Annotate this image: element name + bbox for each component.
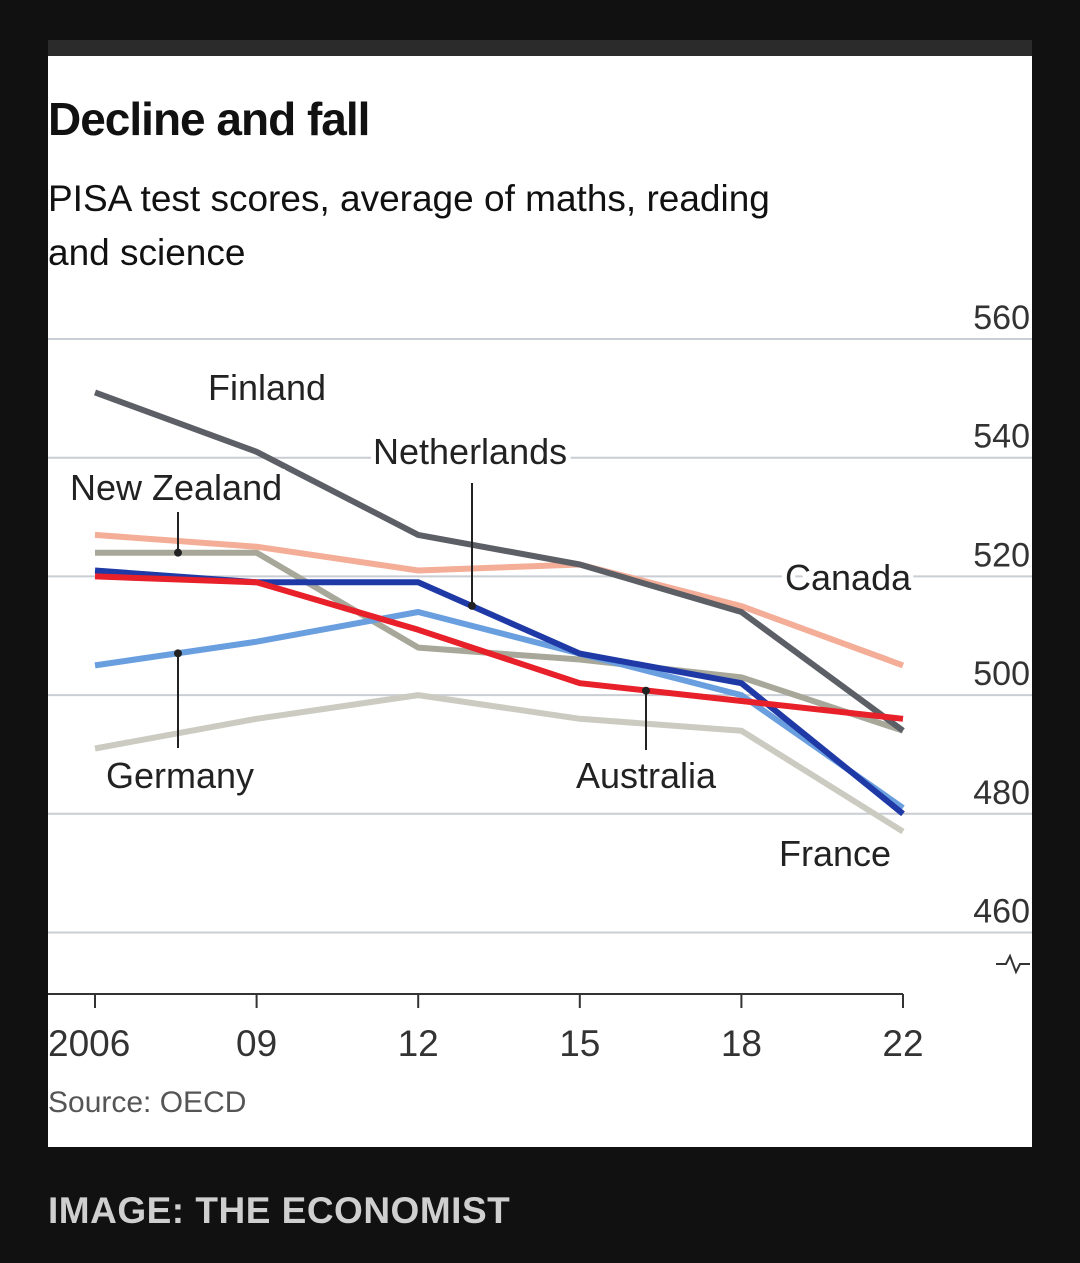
series-label: France — [779, 833, 891, 874]
y-tick-label: 500 — [973, 655, 1030, 693]
top-rule — [48, 40, 1032, 56]
series-annotations: Finland Netherlands New Zealand Canada Germa… — [65, 362, 917, 879]
series-line-germany — [94, 692, 905, 835]
y-axis-labels: 460 480 500 520 540 560 — [973, 299, 1030, 975]
chart-subtitle: PISA test scores, average of maths, read… — [48, 178, 770, 273]
axis-break-icon — [996, 953, 1030, 975]
x-tick-label: 09 — [236, 1023, 277, 1064]
series-line-australia — [94, 573, 904, 722]
line-chart: 460 480 500 520 540 560 2006 09 12 15 18 22 Finlan… — [48, 299, 1032, 1064]
series-lines — [93, 389, 905, 835]
series-line-finland — [93, 389, 905, 734]
leader-dot — [174, 548, 182, 557]
y-tick-label: 560 — [973, 299, 1030, 337]
image-credit: IMAGE: THE ECONOMIST — [48, 1190, 511, 1231]
x-tick-label: 18 — [721, 1023, 762, 1064]
leader-dot — [642, 686, 650, 695]
chart-card: Decline and fall PISA test scores, avera… — [48, 40, 1032, 1147]
x-tick-label: 12 — [398, 1023, 439, 1064]
x-axis: 2006 09 12 15 18 22 — [48, 993, 924, 1064]
series-label: Netherlands — [373, 431, 567, 472]
y-tick-label: 540 — [973, 418, 1030, 456]
series-line-canada — [94, 609, 905, 811]
y-tick-label: 480 — [973, 774, 1030, 812]
series-label: New Zealand — [70, 467, 282, 508]
series-line-new-zealand — [94, 531, 905, 669]
chart-title: Decline and fall — [48, 93, 370, 145]
leader-dot — [174, 649, 182, 658]
y-tick-label: 460 — [973, 893, 1030, 931]
y-tick-label: 520 — [973, 536, 1030, 574]
x-tick-label: 22 — [882, 1023, 923, 1064]
series-label: Finland — [208, 367, 326, 408]
leader-dot — [468, 601, 476, 610]
series-label: Germany — [106, 755, 254, 796]
series-label: Australia — [576, 755, 717, 796]
source-note: Source: OECD — [48, 1086, 247, 1119]
series-label: Canada — [785, 557, 912, 598]
x-tick-label: 15 — [559, 1023, 600, 1064]
x-tick-label: 2006 — [48, 1023, 130, 1064]
